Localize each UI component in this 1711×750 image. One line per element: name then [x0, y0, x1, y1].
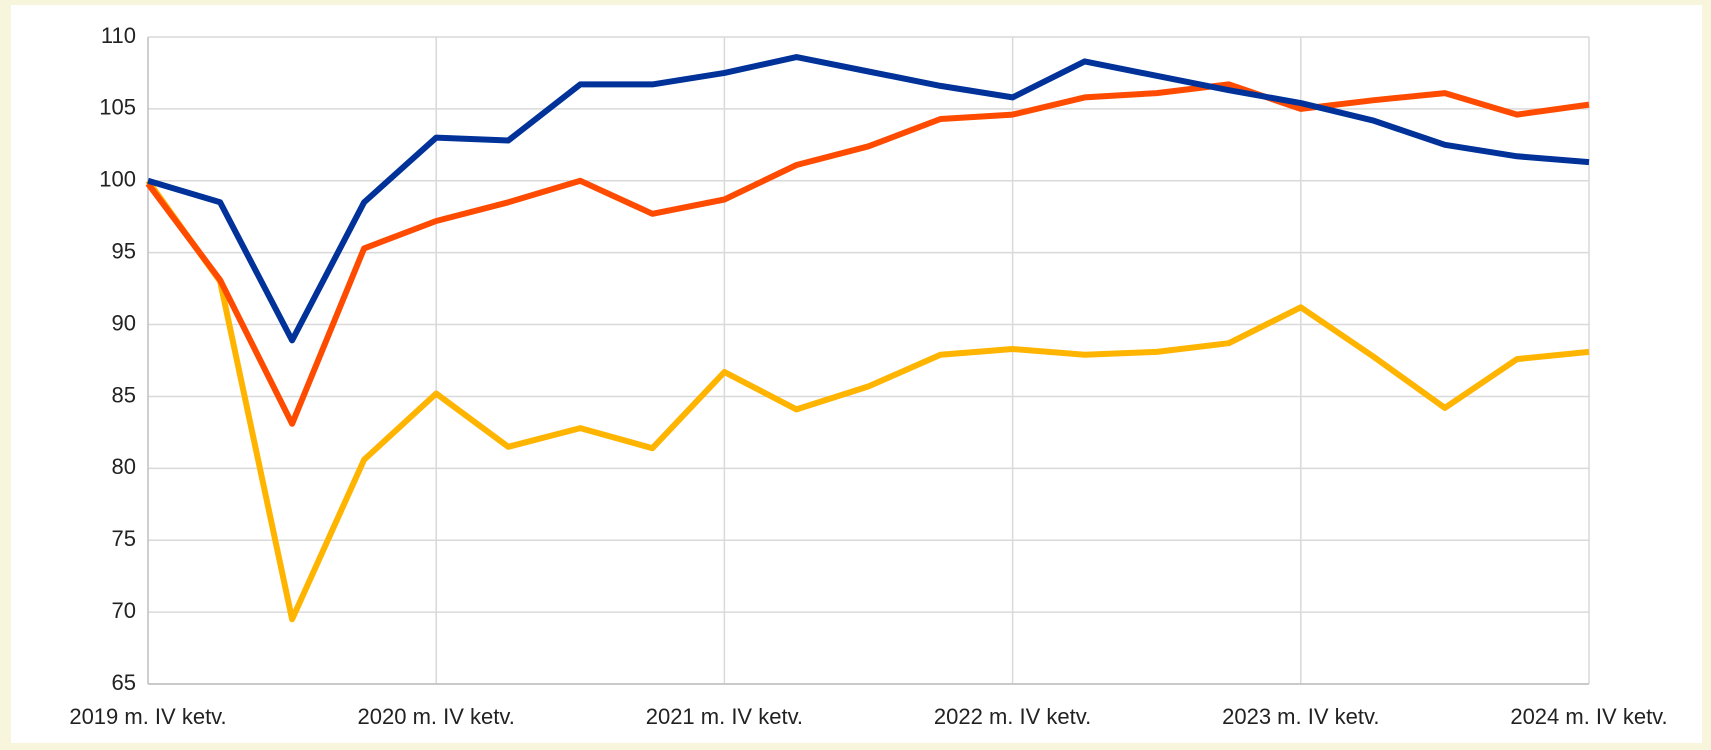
y-tick-label: 70: [112, 598, 136, 623]
series-line: [145, 179, 1590, 623]
series-line: [145, 81, 1590, 427]
y-tick-label: 65: [112, 670, 136, 695]
y-tick-label: 85: [112, 382, 136, 407]
y-tick-label: 95: [112, 238, 136, 263]
x-tick-label: 2023 m. IV ketv.: [1222, 704, 1379, 729]
y-tick-label: 105: [99, 95, 136, 120]
x-tick-label: 2021 m. IV ketv.: [646, 704, 803, 729]
y-tick-label: 100: [99, 167, 136, 192]
x-tick-label: 2019 m. IV ketv.: [69, 704, 226, 729]
y-tick-label: 90: [112, 310, 136, 335]
y-tick-label: 75: [112, 526, 136, 551]
y-tick-label: 80: [112, 454, 136, 479]
x-tick-label: 2020 m. IV ketv.: [358, 704, 515, 729]
x-tick-label: 2024 m. IV ketv.: [1510, 704, 1667, 729]
x-tick-label: 2022 m. IV ketv.: [934, 704, 1091, 729]
y-tick-label: 110: [101, 23, 136, 48]
series-line: [147, 54, 1590, 344]
